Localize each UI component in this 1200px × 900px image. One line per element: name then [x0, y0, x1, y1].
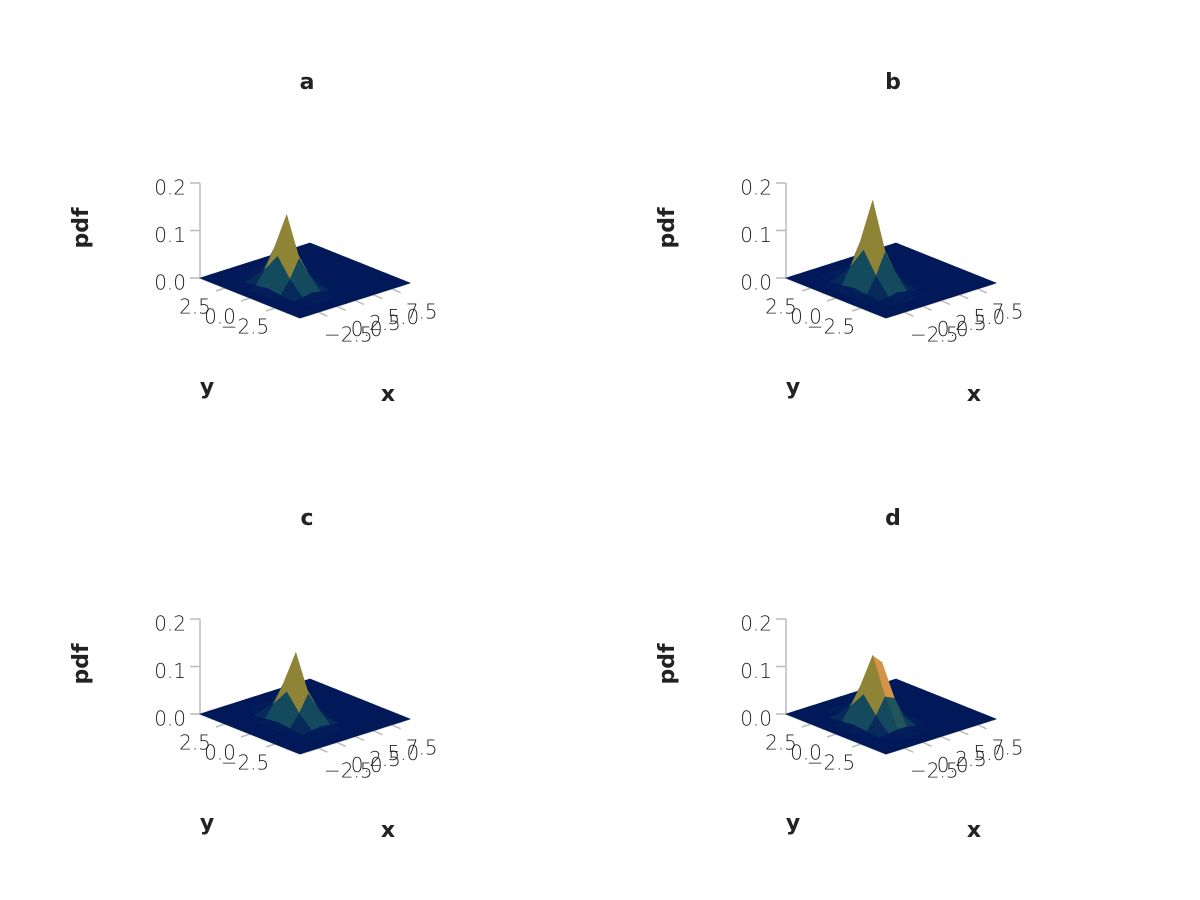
y-tick-label: 2.5 [765, 731, 797, 755]
y-tick-label: 0.0 [204, 305, 236, 329]
x-tick-label: 7.5 [406, 735, 438, 759]
y-tick-label: −2.5 [221, 315, 270, 339]
y-tick-label: 0.0 [790, 741, 822, 765]
x-tick-label: 0.0 [351, 753, 383, 777]
x-tick [904, 311, 914, 317]
y-tick [851, 307, 862, 312]
y-tick [265, 307, 276, 312]
z-tick-label: 0.1 [740, 659, 772, 683]
surface-cell [286, 745, 311, 755]
x-tick [904, 747, 914, 753]
y-tick [240, 733, 251, 738]
x-tick [922, 305, 932, 312]
panel-title: a [300, 70, 315, 95]
z-axis-label: pdf [69, 207, 94, 248]
y-tick [215, 287, 226, 292]
x-tick [354, 299, 365, 306]
x-tick [391, 724, 401, 730]
x-tick-label: 7.5 [992, 299, 1024, 323]
y-tick-label: −2.5 [807, 315, 856, 339]
x-tick [373, 293, 383, 300]
y-axis-label: y [200, 375, 214, 400]
panel-title: d [885, 506, 901, 531]
z-tick-label: 0.2 [740, 176, 772, 200]
x-tick-label: 5.0 [387, 305, 419, 329]
y-tick-label: 2.5 [765, 295, 797, 319]
z-tick-label: 0.1 [154, 659, 186, 683]
x-tick [977, 288, 987, 294]
z-axis-label: pdf [69, 643, 94, 684]
x-tick-label: 0.0 [937, 753, 969, 777]
y-tick [826, 297, 837, 302]
x-tick-label: 2.5 [955, 311, 987, 335]
z-tick-label: 0.0 [740, 271, 772, 295]
y-tick-label: −2.5 [807, 751, 856, 775]
z-axis-label: pdf [655, 643, 680, 684]
y-tick [826, 733, 837, 738]
x-axis-label: x [967, 382, 981, 407]
x-tick-label: 7.5 [992, 735, 1024, 759]
y-tick-label: 0.0 [790, 305, 822, 329]
surface-cell [872, 745, 897, 755]
y-axis-label: y [786, 811, 800, 836]
z-tick-label: 0.0 [154, 707, 186, 731]
x-tick [318, 311, 328, 317]
x-axis-label: x [967, 818, 981, 843]
x-tick-label: −2.5 [324, 759, 373, 783]
x-axis-label: x [381, 382, 395, 407]
x-tick [354, 735, 365, 742]
x-tick [977, 724, 987, 730]
x-tick-label: 2.5 [955, 747, 987, 771]
z-tick-label: 0.1 [740, 223, 772, 247]
y-tick [265, 743, 276, 748]
y-axis-label: y [786, 375, 800, 400]
x-tick-label: 5.0 [387, 741, 419, 765]
x-tick [318, 747, 328, 753]
x-tick [922, 741, 932, 748]
z-tick-label: 0.2 [154, 612, 186, 636]
surface-cell [286, 309, 311, 319]
x-axis-label: x [381, 818, 395, 843]
x-tick-label: 5.0 [973, 741, 1005, 765]
x-tick [391, 288, 401, 294]
x-tick-label: 5.0 [973, 305, 1005, 329]
y-tick-label: −2.5 [221, 751, 270, 775]
surface-cell [872, 309, 897, 319]
x-tick-label: −2.5 [910, 323, 959, 347]
z-tick-label: 0.2 [740, 612, 772, 636]
y-tick-label: 2.5 [179, 731, 211, 755]
x-tick [940, 735, 951, 742]
z-tick-label: 0.0 [154, 271, 186, 295]
z-axis-label: pdf [655, 207, 680, 248]
x-tick [940, 299, 951, 306]
y-tick [215, 723, 226, 728]
y-tick-label: 0.0 [204, 741, 236, 765]
panel-title: c [300, 506, 313, 531]
y-tick [801, 723, 812, 728]
x-tick-label: 7.5 [406, 299, 438, 323]
z-tick-label: 0.0 [740, 707, 772, 731]
x-tick-label: −2.5 [910, 759, 959, 783]
x-tick [336, 305, 346, 312]
x-tick-label: 0.0 [937, 317, 969, 341]
x-tick-label: −2.5 [324, 323, 373, 347]
y-tick [240, 297, 251, 302]
z-tick-label: 0.2 [154, 176, 186, 200]
panel-title: b [885, 70, 901, 95]
x-tick [336, 741, 346, 748]
x-tick-label: 2.5 [369, 311, 401, 335]
x-tick [959, 293, 969, 300]
y-axis-label: y [200, 811, 214, 836]
x-tick [373, 729, 383, 736]
y-tick [851, 743, 862, 748]
y-tick [801, 287, 812, 292]
z-tick-label: 0.1 [154, 223, 186, 247]
y-tick-label: 2.5 [179, 295, 211, 319]
x-tick [959, 729, 969, 736]
x-tick-label: 2.5 [369, 747, 401, 771]
x-tick-label: 0.0 [351, 317, 383, 341]
